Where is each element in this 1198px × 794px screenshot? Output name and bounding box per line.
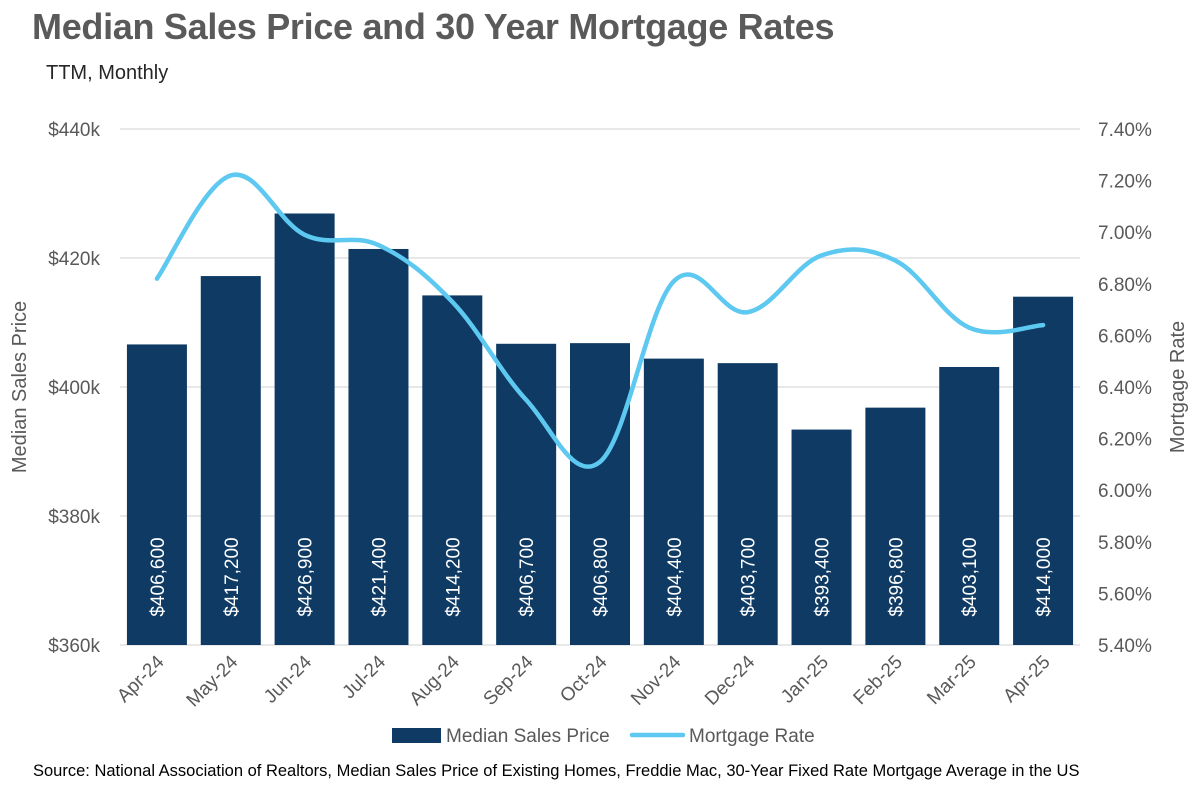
bar (1013, 296, 1074, 645)
bar (274, 213, 335, 645)
x-tick-label: Jan-25 (777, 652, 833, 708)
x-tick-label: Feb-25 (850, 652, 907, 709)
x-tick-label: Apr-24 (113, 651, 168, 706)
bar (717, 363, 778, 645)
y2-tick-label: 7.40% (1098, 120, 1152, 141)
y2-tick-label: 7.20% (1098, 172, 1152, 193)
x-tick-label: Sep-24 (480, 651, 538, 709)
line-series (154, 172, 1046, 469)
bar-value-label: $417,200 (222, 537, 243, 616)
bar-value-label: $406,800 (591, 537, 612, 616)
y2-tick-label: 6.20% (1098, 430, 1152, 451)
x-tick-label: May-24 (183, 651, 243, 711)
bar (791, 429, 852, 645)
bar-value-label: $406,700 (517, 537, 538, 616)
y-tick-label: $400k (48, 378, 100, 399)
bar (200, 276, 261, 645)
bar-value-label: $426,900 (296, 537, 317, 616)
y2-tick-label: 7.00% (1098, 223, 1152, 244)
x-tick-label: Oct-24 (556, 651, 611, 706)
chart-subtitle: TTM, Monthly (46, 62, 169, 84)
x-tick-label: Aug-24 (406, 651, 464, 709)
legend-bar-swatch (392, 728, 441, 743)
y2-tick-label: 6.00% (1098, 481, 1152, 502)
bar-value-label: $421,400 (369, 537, 390, 616)
bar-value-label: $403,100 (960, 537, 981, 616)
y2-tick-label: 6.80% (1098, 275, 1152, 296)
y-tick-label: $440k (48, 120, 100, 141)
y2-axis-ticks: 5.40% 5.60% 5.80% 6.00% 6.20% 6.40% 6.60% 6.80%… (1098, 120, 1152, 657)
bar-value-label: $403,700 (739, 537, 760, 616)
source-note: Source: National Association of Realtors… (33, 762, 1080, 780)
legend: Median Sales Price Mortgage Rate (392, 726, 815, 747)
bar-value-label: $396,800 (886, 537, 907, 616)
x-tick-label: Nov-24 (627, 651, 685, 709)
y2-tick-label: 6.40% (1098, 378, 1152, 399)
y2-axis-title: Mortgage Rate (1167, 321, 1189, 453)
y-axis-title: Median Sales Price (9, 301, 31, 473)
y-tick-label: $380k (48, 507, 100, 528)
y2-tick-label: 5.80% (1098, 533, 1152, 554)
bar-value-label: $414,000 (1034, 537, 1055, 616)
bar (643, 358, 704, 645)
legend-line-label: Mortgage Rate (689, 726, 815, 747)
bar (570, 343, 630, 645)
y-tick-label: $360k (48, 636, 100, 657)
bar-series: $406,600 $417,200 $426,900 $421,400 $414,200… (126, 213, 1074, 645)
y2-tick-label: 5.40% (1098, 636, 1152, 657)
y-tick-label: $420k (48, 249, 100, 270)
bar-value-label: $414,200 (443, 537, 464, 616)
bar-value-label: $393,400 (813, 537, 834, 616)
bar (126, 344, 187, 645)
bar-value-label: $406,600 (148, 537, 169, 616)
bar (939, 367, 1000, 645)
x-tick-label: Jun-24 (260, 651, 316, 707)
x-tick-label: Dec-24 (701, 651, 759, 709)
x-tick-label: Jul-24 (339, 651, 391, 703)
x-axis-ticks: Apr-24 May-24 Jun-24 Jul-24 Aug-24 Sep-24 Oct-… (113, 651, 1054, 711)
y2-tick-label: 5.60% (1098, 584, 1152, 605)
x-tick-label: Mar-25 (923, 652, 980, 709)
bar (496, 343, 557, 645)
y-axis-ticks: $360k $380k $400k $420k $440k (48, 120, 100, 657)
bar (348, 248, 409, 645)
legend-bar-label: Median Sales Price (446, 726, 610, 747)
y2-tick-label: 6.60% (1098, 326, 1152, 347)
x-tick-label: Apr-25 (999, 652, 1054, 707)
mortgage-rate-line (154, 172, 1046, 469)
bar (865, 407, 926, 645)
bar (422, 295, 483, 645)
bar-value-label: $404,400 (665, 537, 686, 616)
chart-title: Median Sales Price and 30 Year Mortgage … (32, 6, 835, 47)
